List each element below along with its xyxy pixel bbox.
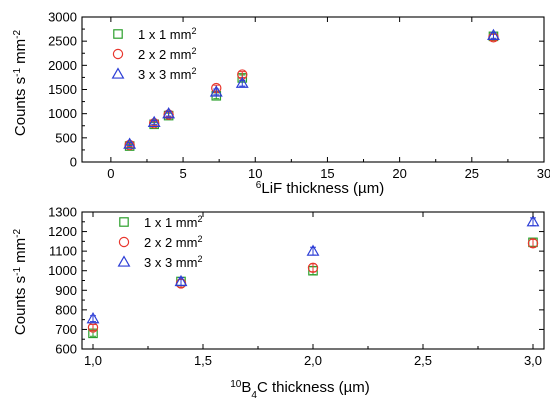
x-tick-label: 1,0 <box>84 353 102 368</box>
x-tick-label: 25 <box>465 166 479 181</box>
y-tick-label: 2000 <box>48 58 77 73</box>
data-point <box>237 69 248 80</box>
legend-label-sup: 2 <box>191 26 196 36</box>
chart-b4c: 1,0 1,5 2,0 2,5 3,0 600 700 800 900 1000 1100 1200 1… <box>12 205 545 401</box>
data-point <box>235 76 249 88</box>
legend-label: 3 x 3 mm2 <box>138 66 196 82</box>
legend-label-main: 1 x 1 mm <box>144 215 197 230</box>
data-point <box>86 312 100 324</box>
legend-label: 1 x 1 mm2 <box>138 26 196 42</box>
legend-label-sup: 2 <box>197 234 202 244</box>
plot-frame <box>81 211 545 350</box>
legend-label-sup: 2 <box>197 254 202 264</box>
x-tick-label: 15 <box>320 166 334 181</box>
data-point <box>163 109 174 120</box>
legend-label-main: 3 x 3 mm <box>138 67 191 82</box>
legend-label-main: 1 x 1 mm <box>138 27 191 42</box>
x-tick-label: 30 <box>537 166 550 181</box>
legend-marker <box>118 236 130 248</box>
legend-label: 2 x 2 mm2 <box>138 46 196 62</box>
y-tick-label: 1300 <box>48 205 77 220</box>
x-tick-label: 5 <box>179 166 186 181</box>
legend-marker <box>113 29 123 39</box>
chart-b4c-ylabel: Counts s-1 mm-2 <box>12 228 30 335</box>
data-point <box>307 262 319 273</box>
y-tick-label: 800 <box>55 302 77 317</box>
chart-lif-ticks: 0 5 10 15 20 25 30 0 500 1000 1500 2000 2500 3000 <box>48 10 550 182</box>
data-point <box>209 85 223 97</box>
legend-label-main: 2 x 2 mm <box>144 235 197 250</box>
y-tick-label: 700 <box>55 322 77 337</box>
data-point <box>526 215 540 227</box>
data-point <box>148 118 160 129</box>
y-tick-label: 900 <box>55 283 77 298</box>
data-point <box>123 137 137 149</box>
legend-label-main: 2 x 2 mm <box>138 47 191 62</box>
y-tick-label: 1500 <box>48 82 77 97</box>
y-tick-label: 1000 <box>48 263 77 278</box>
data-point <box>527 238 539 249</box>
x-tick-label: 2,5 <box>414 353 432 368</box>
data-point <box>306 244 320 256</box>
chart-b4c-frame <box>81 211 545 350</box>
x-tick-label: 3,0 <box>524 353 542 368</box>
x-tick-label: 1,5 <box>194 353 212 368</box>
legend-marker <box>112 48 124 60</box>
legend-label-sup: 2 <box>191 66 196 76</box>
y-tick-label: 600 <box>55 342 77 357</box>
chart-lif-ylabel: Counts s-1 mm-2 <box>12 29 30 136</box>
x-tick-label: 0 <box>107 166 114 181</box>
legend-label: 1 x 1 mm2 <box>144 214 202 230</box>
legend-marker <box>119 217 129 227</box>
legend-label-sup: 2 <box>191 46 196 56</box>
x-tick-label: 10 <box>248 166 262 181</box>
y-tick-label: 500 <box>55 130 77 145</box>
chart-b4c-ticks: 1,0 1,5 2,0 2,5 3,0 600 700 800 900 1000 1100 1200 1… <box>48 205 544 368</box>
legend-label: 2 x 2 mm2 <box>144 234 202 250</box>
legend-marker <box>117 255 131 267</box>
data-point <box>147 115 161 128</box>
y-tick-label: 0 <box>70 155 77 170</box>
data-point <box>162 107 176 119</box>
y-tick-label: 1200 <box>48 224 77 239</box>
y-tick-label: 1100 <box>49 244 77 259</box>
y-tick-label: 2500 <box>48 34 77 49</box>
x-tick-label: 2,0 <box>304 353 322 368</box>
legend-label-sup: 2 <box>197 214 202 224</box>
chart-lif-xlabel: 6LiF thickness (µm) <box>256 180 384 198</box>
legend-label: 3 x 3 mm2 <box>144 254 202 270</box>
chart-lif: 0 5 10 15 20 25 30 0 500 1000 1500 2000 2500 3000 1 x… <box>12 10 550 198</box>
chart-b4c-xlabel: 10B4C thickness (µm) <box>230 379 370 401</box>
data-point <box>124 139 135 151</box>
legend-marker <box>111 67 125 79</box>
x-tick-label: 20 <box>392 166 406 181</box>
legend-label-main: 3 x 3 mm <box>144 255 197 270</box>
data-point <box>487 28 500 41</box>
y-tick-label: 1000 <box>48 106 77 121</box>
chart-lif-marks <box>123 28 500 151</box>
chart-b4c-marks <box>86 215 540 339</box>
data-point <box>174 274 188 287</box>
y-tick-label: 3000 <box>48 10 77 25</box>
